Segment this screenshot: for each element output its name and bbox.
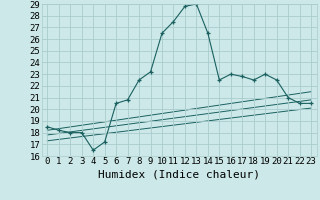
X-axis label: Humidex (Indice chaleur): Humidex (Indice chaleur) <box>98 169 260 179</box>
